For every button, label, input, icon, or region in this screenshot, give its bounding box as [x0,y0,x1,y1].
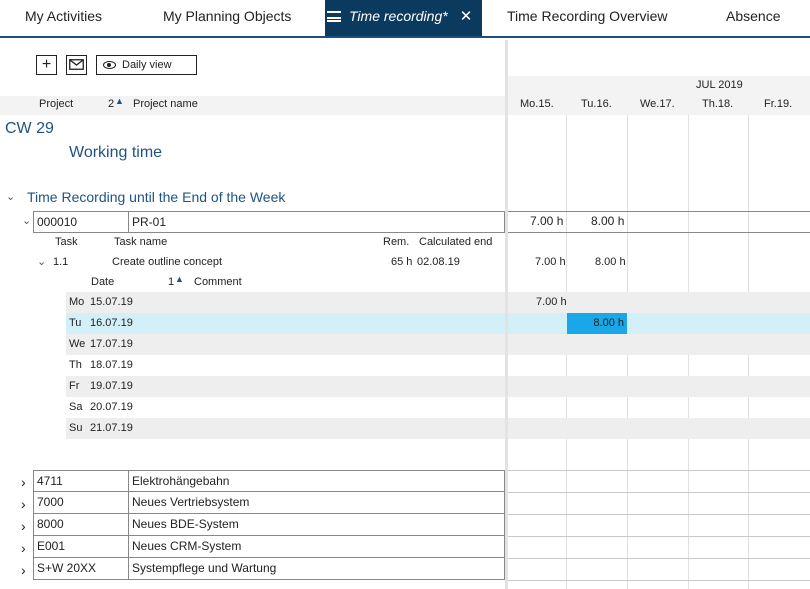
working-time-label: Working time [69,144,163,161]
weekday: Sa [69,401,83,413]
expand-chevron-icon[interactable]: › [21,540,26,556]
project-name[interactable]: PR-01 [128,211,505,233]
col-task[interactable]: Task [55,236,78,248]
daily-view-button[interactable]: Daily view [96,55,197,75]
project-name[interactable]: Neues CRM-System [128,536,505,558]
expand-chevron-icon[interactable]: › [21,518,26,534]
project-code[interactable]: S+W 20XX [33,558,128,580]
col-task-name[interactable]: Task name [114,236,168,248]
date-sort-index: 1 [168,276,175,288]
task-name: Create outline concept [112,256,223,268]
entry-mo[interactable]: 7.00 h [536,296,567,308]
tab-time-recording-overview[interactable]: Time Recording Overview [507,8,668,24]
project-code[interactable]: 4711 [33,470,128,492]
task-total-mo: 7.00 h [535,256,566,268]
date: 15.07.19 [90,296,133,308]
expand-chevron-icon[interactable]: › [21,474,26,490]
collapse-chevron-icon[interactable]: ⌄ [22,215,32,227]
row-separator [508,580,810,581]
date-row-sa[interactable]: Sa 20.07.19 [66,397,505,418]
date-row-fr[interactable]: Fr 19.07.19 [66,376,505,397]
task-rem: 65 h [391,256,413,268]
sort-asc-icon[interactable]: ▲ [175,274,184,284]
row-separator [508,492,810,493]
date-row-su[interactable]: Su 21.07.19 [66,418,505,439]
mail-icon [69,59,84,70]
weekday: Th [69,359,82,371]
day-header-th: Th.18. [702,98,734,110]
project-total-tu: 8.00 h [591,214,625,228]
date: 21.07.19 [90,422,133,434]
weekday: We [69,338,86,350]
collapse-chevron-icon[interactable]: ⌄ [6,191,16,203]
project-name[interactable]: Neues Vertriebsystem [128,492,505,514]
row-separator [508,558,810,559]
tab-bar: My Activities My Planning Objects Time r… [0,0,810,38]
project-totals-row [508,211,810,233]
project-name[interactable]: Neues BDE-System [128,514,505,536]
date-row-th[interactable]: Th 18.07.19 [66,355,505,376]
day-header-we: We.17. [640,98,675,110]
grid-header: Project 2 ▲ Project name [0,96,505,115]
col-date[interactable]: Date [91,276,115,288]
col-project-name[interactable]: Project name [133,98,198,110]
date-row-mo[interactable]: Mo 15.07.19 [66,292,505,313]
day-header-mo: Mo.15. [520,98,554,110]
date-row-we[interactable]: We 17.07.19 [66,334,505,355]
project-total-mo: 7.00 h [530,214,564,228]
row-separator [508,536,810,537]
entry-tu-selected[interactable]: 8.00 h [567,313,627,334]
weekday: Fr [69,380,80,392]
weekday: Mo [69,296,85,308]
day-header: JUL 2019 Mo.15. Tu.16. We.17. Th.18. Fr.… [508,76,810,115]
project-code[interactable]: 8000 [33,514,128,536]
row-separator [508,470,810,471]
tab-time-recording-label: Time recording* [349,8,448,24]
date: 18.07.19 [90,359,133,371]
week-label: CW 29 [5,120,54,137]
date: 17.07.19 [90,338,133,350]
expand-chevron-icon[interactable]: › [21,562,26,578]
date: 19.07.19 [90,380,133,392]
close-icon[interactable]: ✕ [459,8,473,25]
task-total-tu: 8.00 h [595,256,626,268]
sort-index: 2 [108,98,115,110]
daily-view-label: Daily view [122,59,172,71]
task-calc-end: 02.08.19 [417,256,460,268]
pane-splitter[interactable] [505,40,508,589]
tab-my-activities[interactable]: My Activities [25,8,103,24]
eye-icon [103,61,116,69]
project-name[interactable]: Systempflege und Wartung [128,558,505,580]
section-title: Time Recording until the End of the Week [27,189,286,205]
col-calculated-end[interactable]: Calculated end [419,236,493,248]
day-header-tu: Tu.16. [581,98,612,110]
add-button[interactable]: + [36,55,57,75]
month-label: JUL 2019 [696,79,743,91]
plus-icon: + [41,56,52,73]
project-code[interactable]: 000010 [33,211,128,233]
expand-chevron-icon[interactable]: › [21,496,26,512]
day-header-fr: Fr.19. [764,98,793,110]
tab-time-recording[interactable]: Time recording* ✕ [325,0,482,36]
col-project[interactable]: Project [39,98,74,110]
row-separator [508,514,810,515]
project-code[interactable]: 7000 [33,492,128,514]
project-code[interactable]: E001 [33,536,128,558]
col-comment[interactable]: Comment [194,276,242,288]
date: 16.07.19 [90,317,133,329]
mail-button[interactable] [66,55,87,75]
tab-my-planning-objects[interactable]: My Planning Objects [163,8,292,24]
date: 20.07.19 [90,401,133,413]
weekday: Tu [69,317,82,329]
project-name[interactable]: Elektrohängebahn [128,470,505,492]
weekday: Su [69,422,83,434]
sort-asc-icon[interactable]: ▲ [115,96,124,106]
tab-absence[interactable]: Absence [726,8,781,24]
menu-icon[interactable] [327,11,341,22]
task-id: 1.1 [53,256,69,268]
collapse-chevron-icon[interactable]: ⌄ [37,256,47,268]
col-rem[interactable]: Rem. [383,236,410,248]
date-row-tu[interactable]: Tu 16.07.19 [66,313,505,334]
